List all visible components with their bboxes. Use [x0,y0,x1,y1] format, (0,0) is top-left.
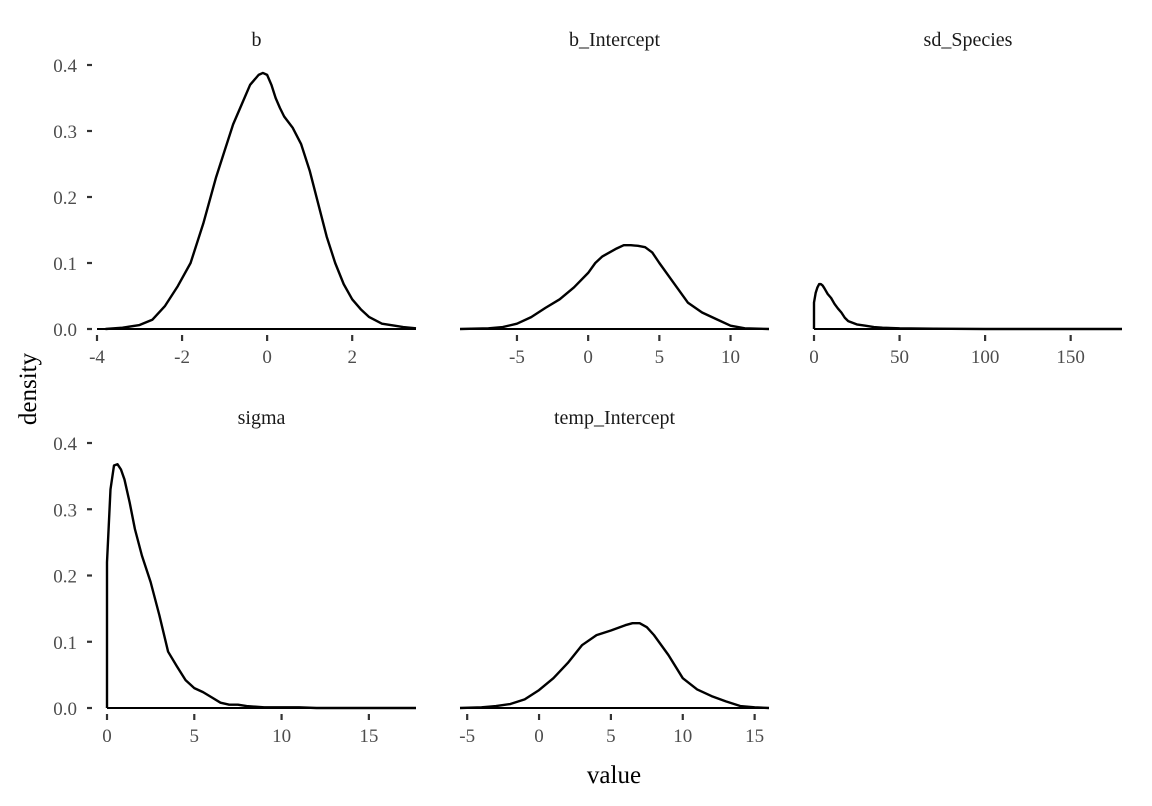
x-tick-label-b-intercept: 5 [655,347,665,368]
x-tick-label-sigma: 5 [190,726,200,747]
density-line-temp-intercept [459,622,770,710]
y-tick-label-b: 0.0 [53,320,77,341]
facet-title-b: b [252,29,262,51]
y-tick-label-sigma: 0.1 [53,633,77,654]
x-tick-label-b: -2 [174,347,190,368]
x-tick-label-temp-intercept: 10 [673,726,692,747]
x-tick-label-sd-species: 0 [809,347,819,368]
x-tick-label-temp-intercept: -5 [459,726,475,747]
y-tick-label-b: 0.1 [53,254,77,275]
x-tick-label-temp-intercept: 0 [534,726,544,747]
y-tick-label-b: 0.3 [53,122,77,143]
facet-title-sd-species: sd_Species [924,29,1013,51]
y-axis-title: density [15,352,42,425]
x-tick-label-b-intercept: 10 [721,347,740,368]
facet-title-temp-intercept: temp_Intercept [554,407,675,429]
x-tick-label-temp-intercept: 5 [606,726,616,747]
x-tick-label-sd-species: 150 [1056,347,1085,368]
density-line-sd-species [812,282,1122,331]
x-tick-label-sigma: 0 [102,726,112,747]
density-line-sigma [105,463,416,710]
x-tick-label-sd-species: 100 [971,347,1000,368]
x-tick-label-sd-species: 50 [890,347,909,368]
x-tick-label-b: -4 [89,347,105,368]
x-tick-label-sigma: 15 [359,726,378,747]
facet-title-b-intercept: b_Intercept [569,29,661,51]
density-line-b-intercept [459,243,770,331]
y-tick-label-b: 0.2 [53,188,77,209]
y-tick-label-b: 0.4 [53,56,77,77]
x-tick-label-b: 0 [262,347,272,368]
y-tick-label-sigma: 0.3 [53,500,77,521]
x-tick-label-b-intercept: -5 [509,347,525,368]
y-tick-label-sigma: 0.4 [53,434,77,455]
x-tick-label-temp-intercept: 15 [745,726,764,747]
density-line-b [105,71,417,331]
x-tick-label-b: 2 [347,347,357,368]
y-tick-label-sigma: 0.0 [53,699,77,720]
facet-title-sigma: sigma [238,407,286,429]
y-tick-label-sigma: 0.2 [53,567,77,588]
x-tick-label-sigma: 10 [272,726,291,747]
x-axis-title: value [587,762,641,789]
x-tick-label-b-intercept: 0 [583,347,593,368]
